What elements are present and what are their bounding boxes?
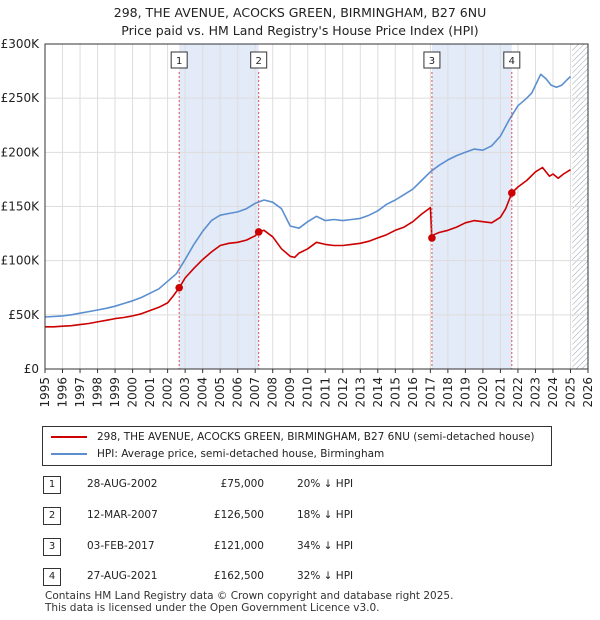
transaction-price: £121,000 bbox=[213, 540, 264, 552]
x-tick-label: 2025 bbox=[563, 377, 577, 408]
transaction-price: £162,500 bbox=[213, 570, 264, 582]
sale-marker-badge bbox=[170, 51, 188, 69]
x-tick-label: 1999 bbox=[108, 377, 122, 408]
footer-copyright: Contains HM Land Registry data © Crown c… bbox=[45, 590, 454, 602]
plot-border bbox=[44, 43, 589, 370]
price-chart: 1 2 3 4 £0 £50K £100K £150K £200K £250K £300K 1995… bbox=[1, 37, 595, 408]
transaction-date: 28-AUG-2002 bbox=[87, 478, 158, 490]
legend-hpi-label: HPI: Average price, semi-detached house,… bbox=[97, 448, 385, 460]
sale-point bbox=[428, 234, 436, 242]
transaction-price: £75,000 bbox=[220, 478, 264, 490]
sale-marker-number: 2 bbox=[256, 56, 262, 67]
y-tick-label: £300K bbox=[1, 37, 41, 51]
chart-title-line1: 298, THE AVENUE, ACOCKS GREEN, BIRMINGHA… bbox=[113, 5, 487, 20]
x-tick-label: 2008 bbox=[266, 377, 280, 408]
x-tick-label: 2000 bbox=[126, 377, 140, 408]
x-tick-label: 2010 bbox=[301, 377, 315, 408]
x-tick-label: 2018 bbox=[441, 377, 455, 408]
property-price-line bbox=[45, 166, 571, 328]
x-tick-label: 2019 bbox=[458, 377, 472, 408]
chart-title-line2: Price paid vs. HM Land Registry's House … bbox=[121, 23, 479, 38]
transaction-number-badge: 2 bbox=[43, 507, 61, 525]
transaction-row: 3 03-FEB-2017 £121,000 34% ↓ HPI bbox=[42, 538, 562, 556]
x-tick-label: 2007 bbox=[248, 377, 262, 408]
x-tick-label: 2012 bbox=[336, 377, 350, 408]
sale-marker-badge bbox=[423, 51, 441, 69]
x-tick-label: 2021 bbox=[493, 377, 507, 408]
y-tick-label: £50K bbox=[8, 308, 40, 322]
x-tick-label: 1995 bbox=[38, 377, 52, 408]
transaction-hpi-diff: 34% ↓ HPI bbox=[297, 540, 354, 552]
y-tick-label: £150K bbox=[1, 200, 41, 214]
x-tick-label: 1997 bbox=[73, 377, 87, 408]
legend-item-hpi: HPI: Average price, semi-detached house,… bbox=[51, 447, 384, 461]
sale-marker-badge bbox=[503, 51, 521, 69]
transaction-price: £126,500 bbox=[213, 509, 264, 521]
sale-point bbox=[254, 228, 263, 236]
x-tick-label: 2003 bbox=[178, 377, 192, 408]
y-tick-label: £250K bbox=[1, 91, 41, 105]
footer-licence: This data is licensed under the Open Gov… bbox=[45, 602, 380, 614]
transaction-date: 27-AUG-2021 bbox=[87, 570, 158, 582]
transaction-row: 4 27-AUG-2021 £162,500 32% ↓ HPI bbox=[42, 568, 562, 586]
x-tick-label: 2016 bbox=[406, 377, 420, 408]
x-tick-label: 2026 bbox=[581, 377, 595, 408]
x-tick-label: 2006 bbox=[231, 377, 245, 408]
x-tick-label: 2001 bbox=[143, 377, 157, 408]
chart-legend: 298, THE AVENUE, ACOCKS GREEN, BIRMINGHA… bbox=[42, 426, 552, 466]
property-line-swatch bbox=[51, 436, 87, 438]
sale-marker-number: 1 bbox=[176, 56, 182, 67]
transaction-hpi-diff: 20% ↓ HPI bbox=[297, 478, 354, 490]
transaction-hpi-diff: 18% ↓ HPI bbox=[297, 509, 354, 521]
sale-point bbox=[508, 189, 516, 197]
x-tick-label: 2023 bbox=[528, 377, 542, 408]
x-tick-label: 2024 bbox=[546, 377, 560, 408]
sale-point bbox=[175, 283, 183, 292]
x-tick-label: 2009 bbox=[283, 377, 297, 408]
x-tick-label: 1998 bbox=[91, 377, 105, 408]
hpi-line bbox=[45, 73, 572, 318]
transaction-date: 03-FEB-2017 bbox=[87, 540, 155, 552]
sale-marker-number: 4 bbox=[509, 56, 515, 67]
x-tick-label: 2002 bbox=[161, 377, 175, 408]
transaction-row: 2 12-MAR-2007 £126,500 18% ↓ HPI bbox=[42, 507, 562, 525]
legend-property-label: 298, THE AVENUE, ACOCKS GREEN, BIRMINGHA… bbox=[97, 431, 535, 443]
x-tick-label: 2015 bbox=[388, 377, 402, 408]
y-tick-label: £100K bbox=[1, 254, 41, 268]
sale-marker-badge bbox=[250, 51, 268, 69]
x-tick-label: 2017 bbox=[423, 377, 437, 408]
transaction-number-badge: 4 bbox=[43, 568, 61, 586]
x-tick-label: 1996 bbox=[56, 377, 70, 408]
hpi-line-swatch bbox=[51, 453, 87, 455]
transaction-number-badge: 3 bbox=[43, 538, 61, 556]
transaction-number-badge: 1 bbox=[43, 476, 61, 494]
x-tick-label: 2011 bbox=[318, 377, 332, 408]
transaction-date: 12-MAR-2007 bbox=[87, 509, 158, 521]
y-tick-label: £200K bbox=[1, 145, 41, 159]
x-tick-label: 2014 bbox=[371, 377, 385, 408]
x-tick-label: 2005 bbox=[213, 377, 227, 408]
x-tick-label: 2004 bbox=[196, 377, 210, 408]
transaction-hpi-diff: 32% ↓ HPI bbox=[297, 570, 354, 582]
sale-marker-number: 3 bbox=[429, 56, 435, 67]
x-tick-label: 2022 bbox=[511, 377, 525, 408]
x-tick-label: 2013 bbox=[353, 377, 367, 408]
y-tick-label: £0 bbox=[24, 362, 39, 376]
x-tick-label: 2020 bbox=[476, 377, 490, 408]
legend-item-property: 298, THE AVENUE, ACOCKS GREEN, BIRMINGHA… bbox=[51, 430, 535, 444]
transaction-row: 1 28-AUG-2002 £75,000 20% ↓ HPI bbox=[42, 476, 562, 494]
